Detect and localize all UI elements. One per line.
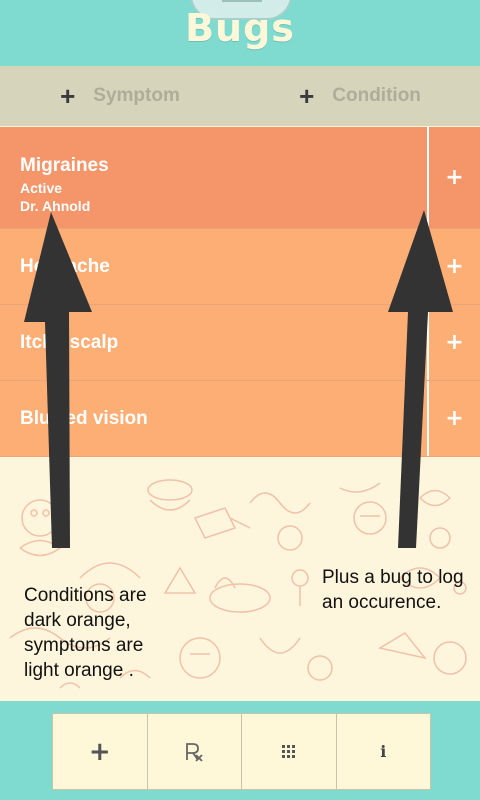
app-header: Bugs: [0, 0, 480, 66]
plus-icon: +: [445, 406, 464, 431]
add-symptom-label: Symptom: [93, 85, 180, 106]
add-condition-label: Condition: [332, 85, 421, 106]
info-button[interactable]: i: [337, 714, 431, 789]
grid-menu-button[interactable]: [242, 714, 337, 789]
add-condition-button[interactable]: + Condition: [240, 66, 480, 126]
plus-icon: +: [445, 254, 464, 279]
add-symptom-button[interactable]: + Symptom: [0, 66, 240, 126]
log-occurrence-button[interactable]: +: [427, 229, 480, 304]
bottom-bar: + i: [0, 701, 480, 800]
prescription-icon: [186, 742, 203, 762]
prescription-button[interactable]: [148, 714, 242, 789]
symptom-name: Itchy scalp: [20, 331, 119, 353]
symptom-name: Headache: [20, 255, 110, 277]
log-occurrence-button[interactable]: +: [427, 305, 480, 380]
condition-status: Active: [20, 180, 63, 196]
condition-name: Migraines: [20, 155, 109, 176]
grid-icon: [281, 744, 295, 758]
list-item-condition[interactable]: Migraines Active Dr. Ahnold +: [0, 127, 480, 229]
plus-icon: +: [60, 81, 76, 111]
bug-list: Migraines Active Dr. Ahnold + Headache +…: [0, 127, 480, 457]
list-item-symptom[interactable]: Headache +: [0, 229, 480, 305]
list-item-symptom[interactable]: Blurred vision +: [0, 381, 480, 457]
plus-icon: +: [445, 330, 464, 355]
add-toolbar: + Symptom + Condition: [0, 66, 480, 126]
list-item-symptom[interactable]: Itchy scalp +: [0, 305, 480, 381]
plus-icon: +: [88, 736, 111, 767]
symptom-name: Blurred vision: [20, 407, 148, 429]
plus-note: Plus a bug to log an occurence.: [322, 567, 464, 613]
app-title: Bugs: [185, 6, 295, 50]
log-occurrence-button[interactable]: +: [427, 381, 480, 456]
conditions-note: Conditions are dark orange, symptoms are…: [24, 585, 147, 681]
add-bug-button[interactable]: +: [53, 714, 148, 789]
info-icon: i: [380, 742, 387, 761]
condition-doctor: Dr. Ahnold: [20, 198, 91, 214]
log-occurrence-button[interactable]: +: [427, 127, 480, 228]
plus-icon: +: [299, 81, 315, 111]
bottom-button-group: + i: [52, 713, 431, 790]
plus-icon: +: [445, 165, 464, 190]
